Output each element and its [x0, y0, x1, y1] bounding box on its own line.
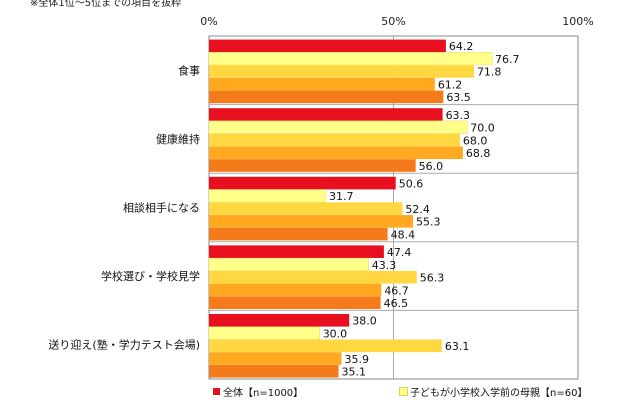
bar-value-label: 31.7	[329, 190, 354, 203]
bar-value-label: 76.7	[495, 53, 520, 66]
bar	[209, 296, 381, 309]
bar-value-label: 61.2	[438, 78, 463, 91]
bar-value-label: 63.5	[446, 91, 471, 104]
bar-value-label: 64.2	[449, 40, 474, 53]
bar-value-label: 48.4	[391, 228, 416, 241]
bar-value-label: 68.8	[466, 147, 491, 160]
chart-note: ※全体1位〜5位までの項目を抜粋	[30, 0, 182, 9]
bar	[209, 270, 417, 284]
bar-value-label: 52.4	[405, 203, 430, 216]
bar	[209, 108, 443, 121]
bar-value-label: 43.3	[372, 259, 397, 272]
bar-value-label: 70.0	[470, 122, 495, 135]
category-label: 健康維持	[156, 132, 200, 146]
bar	[209, 245, 384, 258]
bar	[209, 146, 463, 160]
bar	[208, 326, 320, 340]
bar-value-label: 46.7	[384, 284, 409, 297]
bar	[208, 257, 370, 271]
bar-value-label: 56.3	[420, 272, 445, 285]
x-tick-label: 100%	[562, 15, 593, 28]
bar-value-label: 68.0	[463, 134, 488, 147]
bar-value-label: 35.1	[342, 366, 367, 379]
bar	[209, 90, 444, 104]
bar-value-label: 50.6	[399, 177, 424, 190]
legend-label-total: 全体【n=1000】	[223, 388, 304, 399]
bar	[209, 352, 342, 365]
bar-value-label: 30.0	[323, 327, 348, 340]
bar-value-label: 38.0	[352, 315, 377, 328]
bar	[209, 133, 460, 147]
legend-swatch-total	[213, 388, 220, 395]
bar	[209, 283, 382, 297]
bar-value-label: 56.0	[419, 160, 444, 173]
legend-swatch-preschool-mothers	[399, 387, 408, 396]
bar	[209, 77, 435, 91]
bar-value-label: 63.3	[446, 109, 471, 122]
legend-item-total: 全体【n=1000】	[213, 384, 303, 399]
bar-value-label: 55.3	[416, 216, 441, 229]
bar	[209, 314, 350, 327]
bar	[209, 339, 442, 353]
legend-item-preschool-mothers: 子どもが小学校入学前の母親【n=60】	[399, 384, 588, 399]
bar	[209, 65, 474, 78]
x-tick-label: 50%	[381, 15, 405, 28]
bar	[209, 202, 403, 215]
category-label: 食事	[178, 63, 200, 77]
bar-value-label: 47.4	[387, 246, 412, 259]
bar	[209, 39, 446, 53]
bar	[209, 227, 388, 241]
bar	[209, 176, 396, 190]
bar-value-label: 63.1	[445, 340, 470, 353]
bar	[208, 189, 327, 203]
category-label: 学校選び・学校見学	[101, 269, 200, 283]
bar	[209, 159, 416, 172]
bar-value-label: 46.5	[384, 297, 409, 310]
bar-value-label: 71.8	[477, 66, 502, 79]
x-tick-label: 0%	[200, 15, 217, 28]
bar-value-label: 35.9	[344, 353, 369, 366]
bar	[209, 365, 339, 378]
category-label: 送り迎え(塾・学力テスト会場)	[48, 338, 200, 352]
legend-label-preschool-mothers: 子どもが小学校入学前の母親【n=60】	[410, 388, 588, 399]
bar	[208, 52, 493, 66]
category-label: 相談相手になる	[123, 201, 200, 215]
bar	[209, 215, 414, 228]
bar	[208, 120, 468, 134]
